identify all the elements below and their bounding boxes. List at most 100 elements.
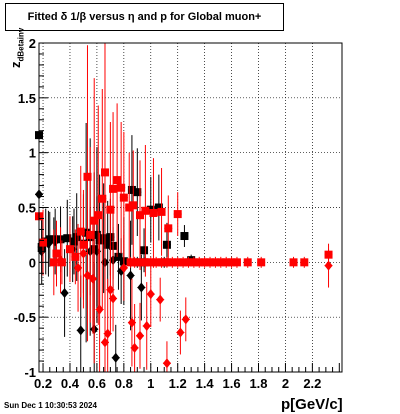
data-point-square <box>180 232 189 241</box>
x-tick-label: 1.8 <box>249 376 267 391</box>
x-tick-label: 2.2 <box>303 376 321 391</box>
axis-layer: 0.2 0.4 0.6 0.8 1 1.2 1.4 1.6 1.8 2 2.2 2 1.5 1 0.5 0 -0… <box>14 36 343 391</box>
data-point-square <box>109 184 118 193</box>
x-axis-label: p[GeV/c] <box>281 396 343 413</box>
data-point-square <box>98 194 107 203</box>
data-point-square <box>211 258 220 267</box>
data-point-square <box>189 258 198 267</box>
data-point-square <box>173 258 182 267</box>
data-point-diamond <box>176 327 185 338</box>
data-point-square <box>130 258 139 267</box>
data-point-diamond <box>74 262 83 273</box>
data-point-square <box>126 258 135 267</box>
grid-layer <box>39 42 342 373</box>
data-point-square <box>179 258 188 267</box>
timestamp-label: Sun Dec 1 10:30:53 2024 <box>4 401 97 410</box>
y-tick-label: 1.5 <box>18 91 36 106</box>
data-point-square <box>65 245 74 254</box>
data-point-diamond <box>103 328 112 339</box>
data-point-square <box>119 193 128 202</box>
x-tick-label: 0.4 <box>61 376 80 391</box>
data-point-diamond <box>126 270 135 281</box>
data-point-square <box>133 188 142 197</box>
data-point-square <box>94 211 103 220</box>
data-point-square <box>222 258 231 267</box>
data-point-square <box>45 235 54 244</box>
data-point-square <box>76 227 85 236</box>
data-point-diamond <box>162 358 171 369</box>
data-point-diamond <box>88 273 97 284</box>
data-point-square <box>173 210 182 219</box>
data-point-square <box>136 211 144 220</box>
data-point-diamond <box>76 325 85 336</box>
data-point-diamond <box>56 255 65 266</box>
x-tick-label: 0.2 <box>34 376 52 391</box>
data-point-diamond <box>137 282 146 293</box>
data-point-square <box>136 258 144 267</box>
y-tick-label: -0.5 <box>14 310 36 325</box>
data-point-square <box>184 258 193 267</box>
data-point-diamond <box>109 293 118 304</box>
y-tick-label: 0.5 <box>18 201 36 216</box>
data-point-square <box>90 216 99 225</box>
data-point-square <box>141 206 150 215</box>
data-point-square <box>82 228 91 237</box>
data-point-diamond <box>95 304 104 315</box>
data-point-square <box>114 252 123 261</box>
y-tick-label: 2 <box>29 36 36 51</box>
data-point-square <box>289 258 298 267</box>
data-point-square <box>71 252 80 261</box>
data-point-square <box>200 258 209 267</box>
y-tick-label: 0 <box>29 255 36 270</box>
data-point-square <box>113 176 122 185</box>
data-point-square <box>129 201 138 210</box>
data-point-square <box>125 203 134 212</box>
data-point-square <box>103 240 112 249</box>
data-point-square <box>157 207 166 216</box>
data-point-diamond <box>79 248 88 259</box>
x-tick-label: 2 <box>282 376 289 391</box>
data-point-square <box>232 258 241 267</box>
data-point-square <box>164 224 173 233</box>
x-tick-label: 0.6 <box>88 376 106 391</box>
data-point-square <box>100 168 109 177</box>
data-point-square <box>162 240 171 249</box>
data-point-square <box>39 238 48 247</box>
data-point-square <box>106 205 115 214</box>
data-point-diamond <box>100 337 109 348</box>
data-point-square <box>63 234 72 243</box>
data-point-diamond <box>111 352 120 363</box>
data-point-diamond <box>92 246 101 257</box>
x-tick-label: 1.4 <box>196 376 215 391</box>
data-point-square <box>154 203 163 212</box>
y-tick-label: 1 <box>29 146 36 161</box>
data-point-square <box>127 185 136 194</box>
data-point-square <box>140 246 149 255</box>
data-point-square <box>86 230 95 239</box>
data-point-diamond <box>60 288 69 299</box>
data-point-square <box>152 258 161 267</box>
x-tick-label: 1.2 <box>169 376 187 391</box>
data-point-diamond <box>136 330 144 341</box>
data-point-square <box>99 234 108 243</box>
data-point-square <box>72 233 81 242</box>
data-point-square <box>149 208 158 217</box>
data-point-diamond <box>130 342 139 353</box>
data-point-diamond <box>83 270 92 281</box>
data-point-diamond <box>181 314 190 325</box>
x-tick-label: 1 <box>147 376 154 391</box>
data-point-square <box>83 172 92 181</box>
data-point-square <box>52 249 61 258</box>
y-tick-label: -1 <box>24 365 36 380</box>
data-point-diamond <box>119 262 128 273</box>
data-point-diamond <box>324 260 333 271</box>
data-point-diamond <box>51 236 60 247</box>
chart-title: Fitted δ 1/β versus η and p for Global m… <box>5 3 284 31</box>
data-point-square <box>243 258 252 267</box>
data-point-square <box>70 237 79 246</box>
data-point-square <box>206 258 215 267</box>
data-point-diamond <box>127 317 136 328</box>
data-point-square <box>300 258 309 267</box>
data-point-diamond <box>146 289 155 300</box>
